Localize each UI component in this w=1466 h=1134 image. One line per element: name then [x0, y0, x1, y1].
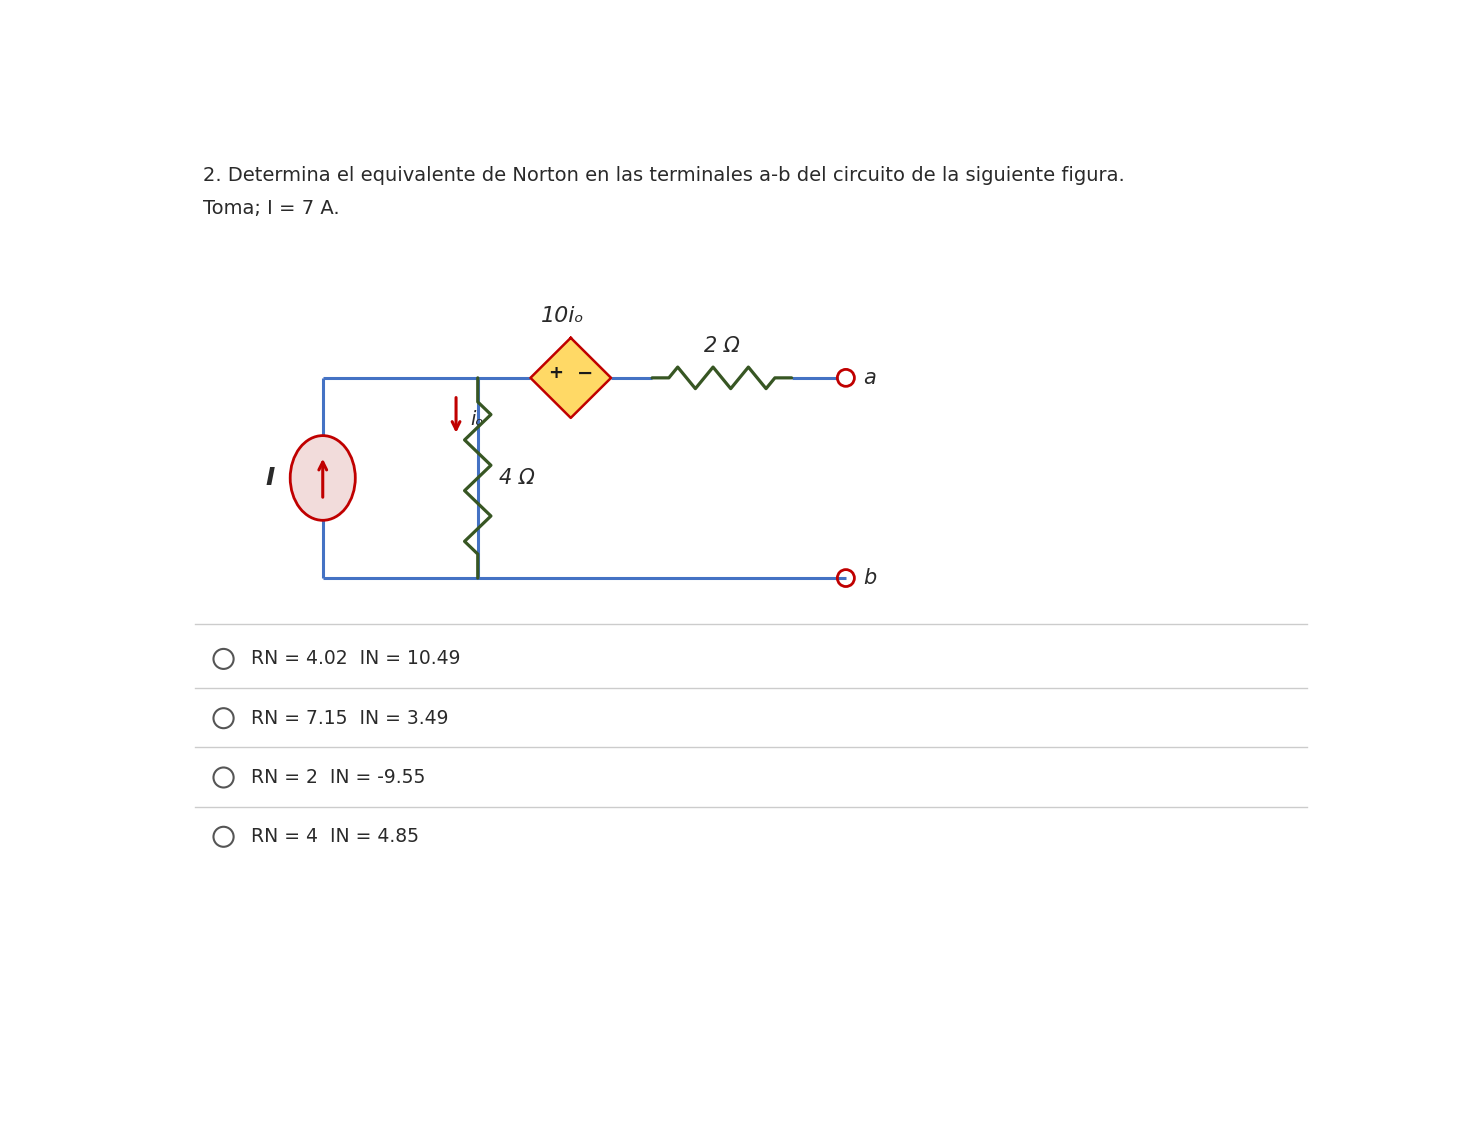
Text: 10iₒ: 10iₒ — [541, 306, 585, 327]
Ellipse shape — [290, 435, 355, 521]
Text: RN = 4.02  IN = 10.49: RN = 4.02 IN = 10.49 — [252, 650, 460, 668]
Text: RN = 2  IN = -9.55: RN = 2 IN = -9.55 — [252, 768, 425, 787]
Text: +: + — [548, 364, 563, 382]
Text: iₒ: iₒ — [471, 409, 484, 429]
Text: Toma; I = 7 A.: Toma; I = 7 A. — [202, 200, 339, 218]
Text: b: b — [863, 568, 877, 589]
Text: a: a — [863, 367, 875, 388]
Text: 2. Determina el equivalente de Norton en las terminales a-b del circuito de la s: 2. Determina el equivalente de Norton en… — [202, 166, 1124, 185]
Text: I: I — [265, 466, 274, 490]
Text: 2 Ω: 2 Ω — [704, 337, 740, 356]
Text: RN = 4  IN = 4.85: RN = 4 IN = 4.85 — [252, 828, 419, 846]
Text: RN = 7.15  IN = 3.49: RN = 7.15 IN = 3.49 — [252, 709, 449, 728]
Text: 4 Ω: 4 Ω — [500, 468, 535, 488]
Polygon shape — [531, 338, 611, 418]
Text: −: − — [578, 364, 594, 383]
